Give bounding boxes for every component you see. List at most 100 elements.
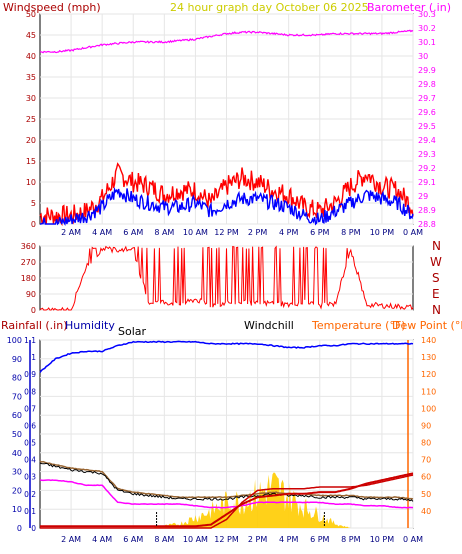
humidity-y-tick-label: 30 <box>12 468 22 477</box>
wind-x-tick-label: 8 AM <box>154 228 174 237</box>
wind-gust-series <box>39 162 414 227</box>
barometer-y-tick-label: 30.1 <box>418 38 436 47</box>
temperature-axis-label: Temperature (°F) <box>312 319 406 332</box>
humidity-y-tick-label: 40 <box>12 449 22 458</box>
barometer-y-tick-label: 29.6 <box>418 108 436 117</box>
solar-label: Solar <box>118 325 147 338</box>
wind-x-tick-label: 6 PM <box>310 228 329 237</box>
lower-x-tick-label: 2 PM <box>248 535 267 544</box>
temperature-y-tick-label: 130 <box>421 353 436 362</box>
wind-y-tick-label: 25 <box>26 115 36 124</box>
lower-x-tick-label: 8 PM <box>341 535 360 544</box>
wind-y-tick-label: 0 <box>31 220 36 229</box>
lower-x-tick-label: 6 AM <box>123 535 143 544</box>
wind-x-tick-label: 2 PM <box>248 228 267 237</box>
wind-x-tick-label: 8 PM <box>341 228 360 237</box>
rainfall-y-tick-label: 0 <box>31 524 36 533</box>
barometer-y-tick-label: 28.8 <box>418 220 436 229</box>
lower-x-tick-label: 6 PM <box>310 535 329 544</box>
barometer-y-tick-label: 29.5 <box>418 122 436 131</box>
temperature-y-tick-label: 50 <box>421 490 431 499</box>
wind-direction-series <box>39 245 414 311</box>
lower-x-tick-label: 2 AM <box>61 535 81 544</box>
lower-x-tick-label: 10 PM <box>370 535 395 544</box>
temperature-series <box>40 472 414 528</box>
direction-y-tick-label: 360 <box>21 242 36 251</box>
rainfall-series <box>40 474 414 529</box>
wind-y-tick-label: 5 <box>31 199 36 208</box>
wind-y-tick-label: 45 <box>26 31 36 40</box>
wind-average-series <box>40 186 414 226</box>
windspeed-axis-label: Windspeed (mph) <box>3 1 101 14</box>
humidity-y-tick-label: 70 <box>12 392 22 401</box>
temperature-y-tick-label: 60 <box>421 473 431 482</box>
barometer-y-tick-label: 30 <box>418 52 428 61</box>
barometer-y-tick-label: 28.9 <box>418 206 436 215</box>
wind-y-tick-label: 40 <box>26 52 36 61</box>
barometer-y-tick-label: 29.4 <box>418 136 436 145</box>
wind-x-tick-label: 4 PM <box>279 228 298 237</box>
wind-y-tick-label: 35 <box>26 73 36 82</box>
humidity-y-tick-label: 50 <box>12 430 22 439</box>
wind-x-tick-label: 4 AM <box>92 228 112 237</box>
wind-y-tick-label: 10 <box>26 178 36 187</box>
temperature-y-tick-label: 100 <box>421 404 436 413</box>
lower-x-tick-label: 12 PM <box>214 535 239 544</box>
rainfall-y-tick-label: 1 <box>31 353 36 362</box>
lower-x-tick-label: 10 AM <box>183 535 208 544</box>
temperature-y-tick-label: 70 <box>421 456 431 465</box>
wind-x-tick-label: 10 PM <box>370 228 395 237</box>
direction-y-tick-label: 90 <box>26 290 36 299</box>
direction-label-s: S <box>432 271 440 285</box>
lower-x-tick-label: 0 AM <box>403 535 423 544</box>
barometer-y-tick-label: 29.3 <box>418 150 436 159</box>
humidity-y-tick-label: 80 <box>12 374 22 383</box>
direction-label-n-top: N <box>432 239 441 253</box>
humidity-y-tick-label: 100 <box>7 336 22 345</box>
heat-index-series <box>39 460 414 500</box>
windchill-label: Windchill <box>244 319 294 332</box>
temperature-y-tick-label: 140 <box>421 336 436 345</box>
temperature-y-tick-label: 40 <box>421 507 431 516</box>
lower-x-tick-label: 8 AM <box>154 535 174 544</box>
humidity-series <box>39 340 414 373</box>
barometer-series <box>39 29 414 54</box>
barometer-y-tick-label: 30.3 <box>418 10 436 19</box>
wind-x-tick-label: 12 PM <box>214 228 239 237</box>
wind-y-tick-label: 20 <box>26 136 36 145</box>
humidity-y-tick-label: 0 <box>17 524 22 533</box>
wind-y-tick-label: 15 <box>26 157 36 166</box>
wind-x-tick-label: 0 AM <box>403 228 423 237</box>
dewpoint-axis-label: Dew Point (°F) <box>392 319 462 332</box>
humidity-y-tick-label: 90 <box>12 355 22 364</box>
direction-y-tick-label: 0 <box>31 306 36 315</box>
barometer-y-tick-label: 30.2 <box>418 24 436 33</box>
wind-x-tick-label: 10 AM <box>183 228 208 237</box>
barometer-y-tick-label: 29 <box>418 192 428 201</box>
barometer-y-tick-label: 29.8 <box>418 80 436 89</box>
direction-label-e: E <box>432 287 440 301</box>
barometer-axis-label: Barometer (.in) <box>367 1 451 14</box>
humidity-y-tick-label: 60 <box>12 411 22 420</box>
barometer-y-tick-label: 29.2 <box>418 164 436 173</box>
lower-x-tick-label: 4 AM <box>92 535 112 544</box>
barometer-y-tick-label: 29.1 <box>418 178 436 187</box>
humidity-y-tick-label: 20 <box>12 486 22 495</box>
barometer-y-tick-label: 29.9 <box>418 66 436 75</box>
temperature-y-tick-label: 80 <box>421 439 431 448</box>
direction-label-n-bottom: N <box>432 303 441 317</box>
direction-y-tick-label: 180 <box>21 274 36 283</box>
barometer-y-tick-label: 29.7 <box>418 94 436 103</box>
temperature-y-tick-label: 90 <box>421 421 431 430</box>
temperature-y-tick-label: 120 <box>421 370 436 379</box>
solar-series <box>40 472 413 528</box>
dewpoint-series <box>39 479 414 509</box>
direction-y-tick-label: 270 <box>21 258 36 267</box>
rainfall-axis-label: Rainfall (.in) <box>1 319 68 332</box>
wind-x-tick-label: 2 AM <box>61 228 81 237</box>
temperature-y-tick-label: 110 <box>421 387 436 396</box>
humidity-axis-label: Humidity <box>65 319 115 332</box>
lower-x-tick-label: 4 PM <box>279 535 298 544</box>
wind-x-tick-label: 6 AM <box>123 228 143 237</box>
